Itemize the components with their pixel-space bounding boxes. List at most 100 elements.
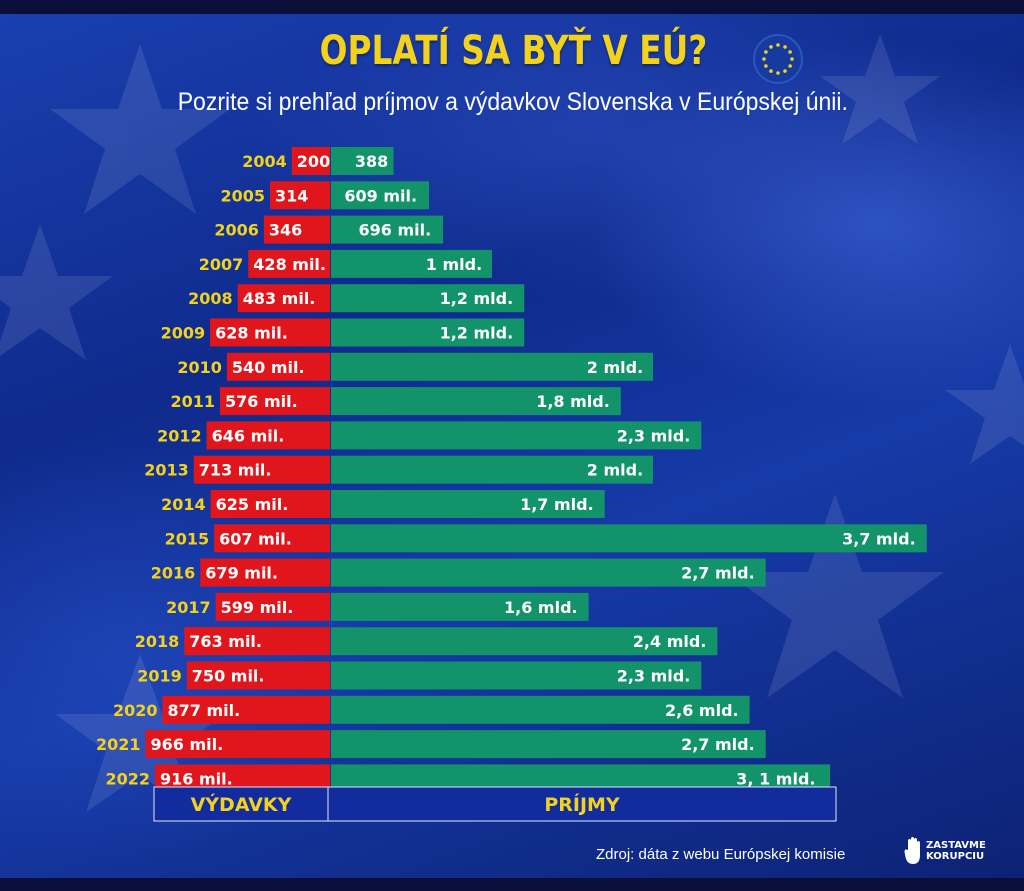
- year-label: 2010: [177, 358, 222, 377]
- expense-bar: [186, 661, 331, 690]
- background-star-shape: [55, 654, 225, 812]
- expense-bar: [145, 730, 330, 759]
- chart-row-2019: 2019 750 mil. 2,3 mld.: [137, 661, 702, 690]
- year-label: 2017: [166, 598, 211, 617]
- year-label: 2006: [214, 221, 259, 240]
- expense-bar: [206, 421, 330, 450]
- eu-flag-background: [0, 34, 1024, 812]
- expense-value-label: 750 mil.: [192, 667, 265, 686]
- chart-row-2004: 2004 200 388: [242, 147, 394, 175]
- year-label: 2009: [161, 324, 206, 343]
- source-note: Zdroj: dáta z webu Európskej komisie: [596, 846, 846, 863]
- background-star-shape: [945, 344, 1024, 464]
- income-value-label: 696 mil.: [359, 221, 432, 240]
- eu-star-icon: [769, 69, 773, 73]
- expense-bar: [263, 215, 330, 244]
- expense-value-label: 877 mil.: [168, 701, 241, 720]
- expense-bar: [210, 318, 330, 347]
- income-bar: [331, 695, 750, 724]
- chart-row-2016: 2016 679 mil. 2,7 mld.: [151, 558, 766, 587]
- chart-row-2013: 2013 713 mil. 2 mld.: [144, 455, 653, 484]
- income-bar: [331, 730, 766, 759]
- expense-value-label: 763 mil.: [189, 632, 262, 651]
- background-star-shape: [50, 44, 230, 214]
- expense-bar: [193, 455, 330, 484]
- income-value-label: 1,6 mld.: [504, 598, 578, 617]
- chart-legend: VÝDAVKY PRÍJMY: [153, 786, 837, 822]
- expense-value-label: 628 mil.: [215, 324, 288, 343]
- expense-value-label: 646 mil.: [212, 426, 285, 445]
- year-label: 2004: [242, 152, 287, 171]
- expense-value-label: 713 mil.: [199, 461, 272, 480]
- expense-bar: [237, 284, 330, 313]
- expense-bar: [215, 592, 330, 621]
- income-value-label: 2 mld.: [587, 358, 643, 377]
- income-value-label: 2,4 mld.: [633, 632, 707, 651]
- income-value-label: 1,7 mld.: [520, 495, 594, 514]
- year-label: 2021: [96, 735, 141, 754]
- expense-value-label: 679 mil.: [205, 564, 278, 583]
- chart-row-2015: 2015 607 mil. 3,7 mld.: [165, 524, 927, 553]
- year-label: 2022: [105, 769, 150, 788]
- year-label: 2008: [188, 289, 233, 308]
- year-label: 2013: [144, 461, 189, 480]
- income-value-label: 2,6 mld.: [665, 701, 739, 720]
- year-label: 2018: [135, 632, 180, 651]
- expense-value-label: 200: [297, 152, 330, 171]
- expense-value-label: 428 mil.: [253, 255, 326, 274]
- income-value-label: 1 mld.: [426, 255, 482, 274]
- income-value-label: 1,8 mld.: [536, 392, 610, 411]
- chart-row-2006: 2006 346 696 mil.: [214, 215, 444, 244]
- chart-row-2020: 2020 877 mil. 2,6 mld.: [113, 695, 750, 724]
- chart-row-2007: 2007 428 mil. 1 mld.: [199, 249, 492, 278]
- expense-bar: [291, 147, 330, 175]
- expense-value-label: 314: [275, 186, 308, 205]
- chart-row-2017: 2017 599 mil. 1,6 mld.: [166, 592, 589, 621]
- income-value-label: 3, 1 mld.: [736, 769, 815, 788]
- eu-star-icon: [776, 71, 780, 75]
- income-bar: [331, 661, 702, 690]
- page-title: OPLATÍ SA BYŤ V EÚ?: [319, 28, 708, 74]
- eu-star-icon: [764, 50, 768, 54]
- eu-star-icon: [783, 45, 787, 49]
- income-value-label: 2,3 mld.: [617, 667, 691, 686]
- income-value-label: 1,2 mld.: [440, 289, 514, 308]
- expense-value-label: 346: [269, 221, 302, 240]
- expense-value-label: 916 mil.: [160, 769, 233, 788]
- zastavme-korupciu-logo: ZASTAVME KORUPCIU: [904, 834, 1004, 874]
- expense-value-label: 607 mil.: [219, 529, 292, 548]
- income-value-label: 2 mld.: [587, 461, 643, 480]
- eu-poster: OPLATÍ SA BYŤ V EÚ? Pozrite si prehľad p…: [0, 14, 1024, 878]
- logo-text: ZASTAVME KORUPCIU: [926, 840, 1002, 862]
- expense-value-label: 625 mil.: [216, 495, 289, 514]
- eu-flag-icon: [753, 34, 803, 84]
- legend-expenses-box: [153, 786, 329, 822]
- income-bar: [331, 627, 718, 656]
- income-bar: [331, 455, 653, 484]
- expense-bar: [226, 352, 330, 381]
- expense-bar: [248, 249, 330, 278]
- expense-bar: [214, 524, 330, 553]
- expense-bar: [220, 387, 330, 416]
- year-label: 2012: [157, 426, 202, 445]
- page-subtitle: Pozrite si prehľad príjmov a výdavkov Sl…: [177, 88, 848, 116]
- income-bar: [331, 558, 766, 587]
- background-star-shape: [820, 34, 940, 144]
- eu-star-icon: [769, 45, 773, 49]
- chart-row-2018: 2018 763 mil. 2,4 mld.: [135, 627, 718, 656]
- income-bar: [331, 249, 492, 278]
- eu-star-icon: [788, 64, 792, 68]
- expense-bar: [210, 490, 330, 518]
- year-label: 2020: [113, 701, 158, 720]
- income-value-label: 1,2 mld.: [440, 324, 514, 343]
- year-label: 2011: [170, 392, 215, 411]
- year-label: 2019: [137, 667, 182, 686]
- chart-row-2005: 2005 314 609 mil.: [220, 181, 429, 210]
- income-value-label: 2,3 mld.: [617, 426, 691, 445]
- year-label: 2015: [165, 529, 210, 548]
- eu-budget-chart: 2004 200 388 2005 314 609 mil. 2006 346 696 mil.…: [96, 147, 927, 822]
- chart-row-2010: 2010 540 mil. 2 mld.: [177, 352, 653, 381]
- year-label: 2016: [151, 564, 196, 583]
- income-value-label: 609 mil.: [344, 186, 417, 205]
- expense-bar: [184, 627, 330, 656]
